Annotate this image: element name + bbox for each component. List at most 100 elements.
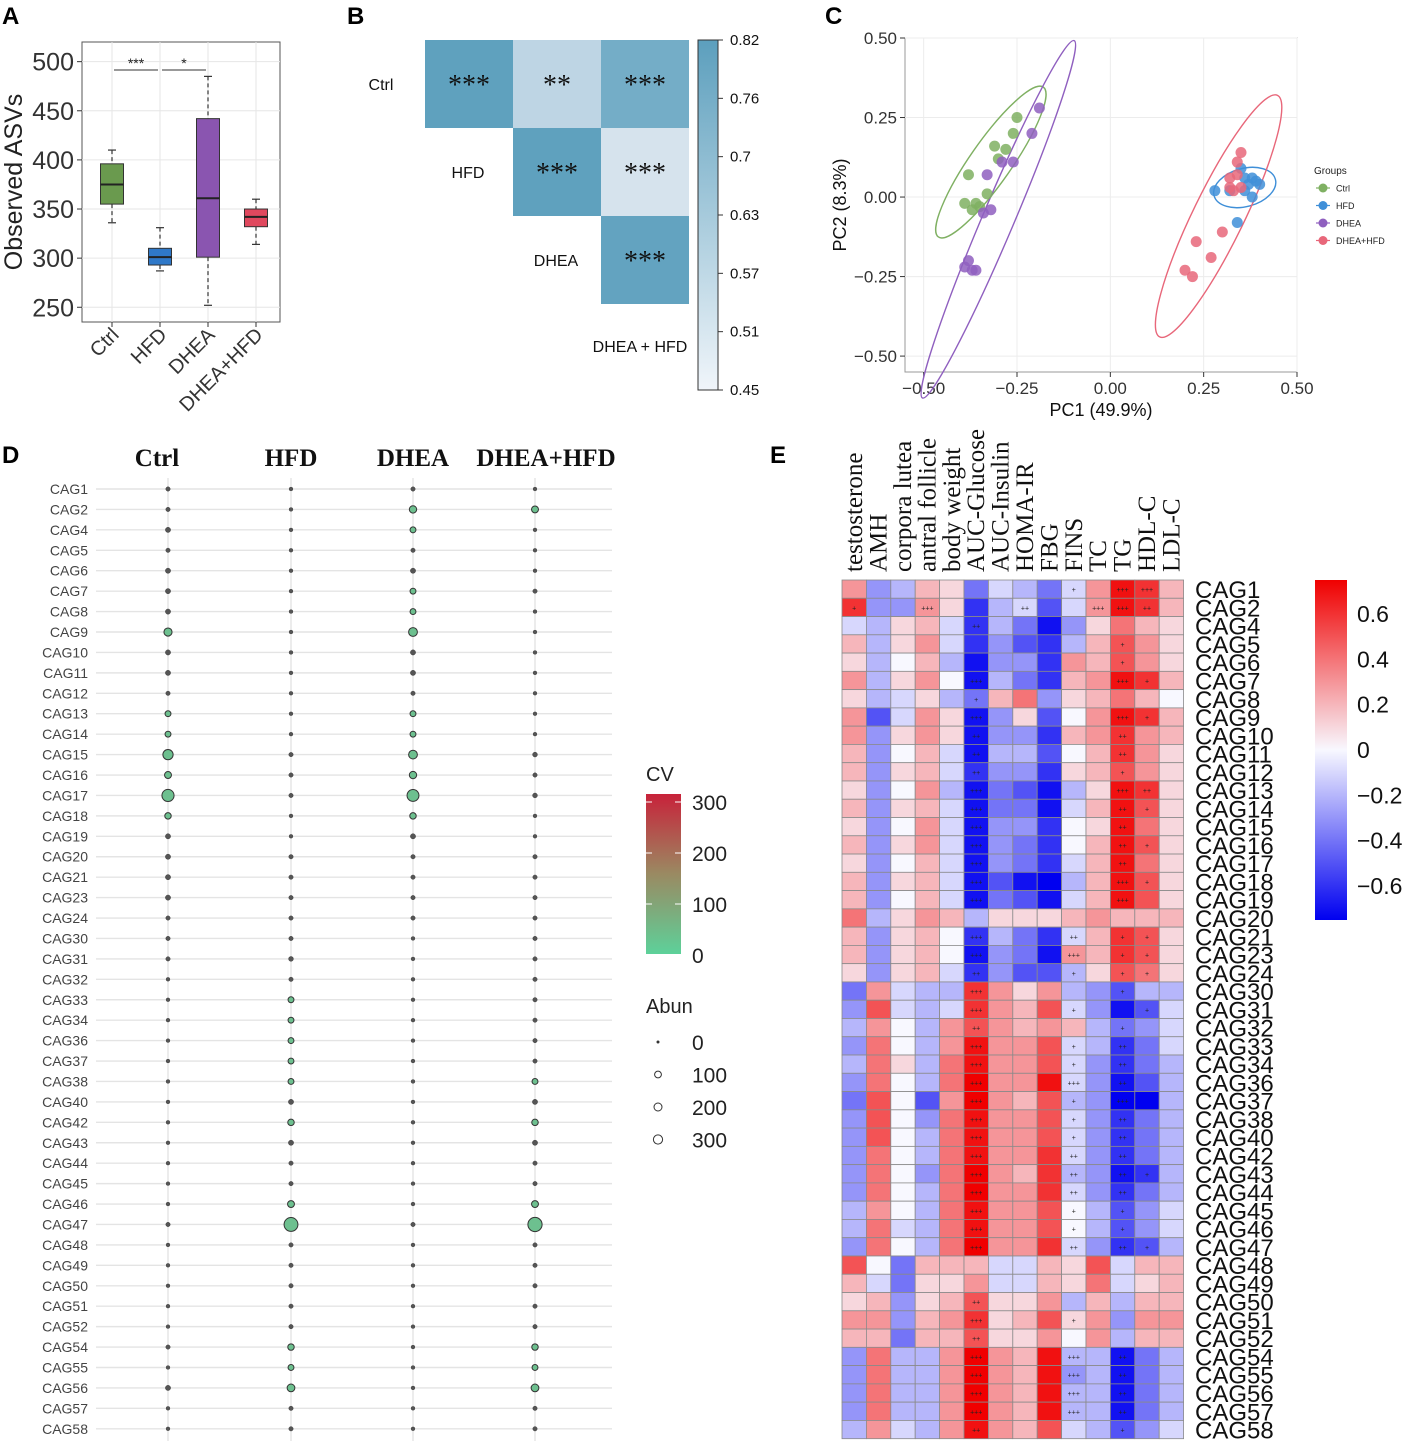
panel-e-cell (841, 1182, 867, 1202)
panel-e-cell (1134, 817, 1160, 837)
panel-e-cell (1036, 871, 1062, 891)
panel-d-row-label: CAG43 (42, 1135, 88, 1151)
panel-e-cell (1134, 1328, 1160, 1348)
panel-d-dot (532, 732, 538, 737)
panel-e-cell (988, 1164, 1014, 1184)
panel-b-cell (513, 40, 601, 128)
panel-e-cell (914, 1145, 941, 1166)
panel-e-cell (1061, 616, 1087, 636)
panel-d-row-label: CAG36 (42, 1033, 88, 1049)
panel-d-dot (165, 608, 171, 615)
panel-e-cell (939, 1255, 965, 1275)
panel-e-cell (914, 1346, 941, 1367)
panel-e-cell-significance: +++ (970, 1007, 982, 1014)
panel-e-cell (988, 890, 1014, 910)
panel-d-dot (288, 486, 294, 492)
panel-label-a: A (2, 3, 19, 30)
panel-e-cell (841, 853, 867, 873)
panel-e-cell (1158, 1036, 1184, 1056)
panel-d-row-label: CAG7 (50, 583, 88, 599)
panel-e-cell (939, 579, 965, 599)
panel-e-cell-significance: ++ (972, 971, 980, 978)
panel-e-cell (890, 1182, 916, 1202)
panel-e-cell (841, 1255, 867, 1275)
panel-d-dot (532, 1099, 538, 1105)
panel-d-dot (530, 1383, 540, 1393)
panel-e-cell (939, 597, 965, 617)
panel-e-cell (1061, 744, 1087, 764)
panel-e-cell-significance: +++ (970, 934, 982, 941)
panel-e-row-label: CAG51 (1195, 1308, 1274, 1335)
panel-d-dot (532, 691, 538, 696)
panel-e-cell-significance: + (1145, 806, 1149, 813)
panel-e-cell (1036, 1109, 1062, 1129)
panel-e-cell-significance: ++ (1119, 1391, 1127, 1398)
panel-d-dot (410, 1324, 416, 1329)
panel-d-dot (165, 1426, 171, 1431)
panel-d-dot (288, 895, 294, 901)
panel-d-row-label: CAG58 (42, 1421, 88, 1437)
panel-e-cell (1158, 725, 1184, 745)
panel-e-cell (988, 634, 1014, 654)
panel-d-dot (165, 507, 171, 512)
panel-e-cell-significance: ++ (1119, 843, 1127, 850)
panel-e-cell (890, 1018, 916, 1038)
panel-e-cell (1061, 670, 1087, 691)
panel-e-cell (988, 670, 1014, 691)
panel-e-cell (1158, 1346, 1184, 1367)
panel-e-cell (1036, 908, 1062, 928)
panel-e-cell (890, 1091, 916, 1111)
panel-e-cell (1158, 579, 1184, 599)
panel-e-row-label: CAG40 (1195, 1125, 1274, 1152)
panel-e-cell (988, 1091, 1014, 1111)
panel-e-cell (890, 1292, 916, 1312)
panel-e-cell-significance: + (1121, 934, 1125, 941)
panel-e-cell-significance: +++ (1116, 1099, 1128, 1106)
panel-e-cell (866, 890, 892, 910)
panel-d-dot (288, 813, 294, 818)
panel-d-dot (163, 627, 173, 637)
panel-e-cell-significance: ++ (972, 1336, 980, 1343)
panel-e-cell (1061, 871, 1087, 891)
panel-e-cell (914, 1054, 941, 1074)
panel-d-dot (288, 915, 294, 921)
panel-d-dot (410, 936, 416, 941)
panel-e-cell-significance: + (974, 697, 978, 704)
panel-d-dot (165, 915, 171, 921)
panel-e-cell (988, 1310, 1014, 1330)
panel-c-point-hfd (1246, 191, 1258, 203)
panel-e-cell (1036, 1091, 1062, 1111)
panel-e-cell (1134, 1036, 1160, 1056)
panel-e-cell (1012, 634, 1038, 654)
panel-a-y-tick-label: 300 (32, 245, 74, 273)
panel-b-cell-label: *** (536, 158, 578, 189)
panel-e-cell (939, 981, 965, 1001)
panel-c-y-tick-label: 0.00 (864, 188, 897, 207)
panel-e-cell (939, 1091, 965, 1111)
panel-e-cell (914, 1328, 941, 1348)
panel-e-cell-significance: +++ (1092, 605, 1104, 612)
panel-d-dot (532, 751, 538, 758)
panel-d-dot (165, 527, 171, 533)
panel-d-dot (410, 956, 416, 962)
panel-d-dot (288, 1324, 294, 1330)
panel-d-row-label: CAG4 (50, 522, 88, 538)
panel-e-cell (988, 1036, 1014, 1056)
panel-e-cell (890, 1164, 916, 1184)
panel-d-dot (287, 1016, 295, 1024)
panel-d-dot (164, 710, 172, 718)
panel-e-cell (914, 999, 941, 1019)
panel-e-cell-significance: +++ (970, 989, 982, 996)
panel-d-dot (532, 650, 538, 655)
panel-e-cell (1158, 1255, 1184, 1275)
panel-d-dot (165, 1304, 171, 1309)
panel-e-cell (1110, 616, 1136, 636)
panel-e-cell-significance: +++ (970, 953, 982, 960)
panel-e-cell (1158, 634, 1184, 654)
panel-e-cell (914, 981, 941, 1001)
panel-e-cell (1012, 981, 1038, 1001)
panel-d-dot (288, 548, 294, 553)
panel-e-cell (1110, 1255, 1136, 1275)
panel-e-cell-significance: ++ (1119, 752, 1127, 759)
